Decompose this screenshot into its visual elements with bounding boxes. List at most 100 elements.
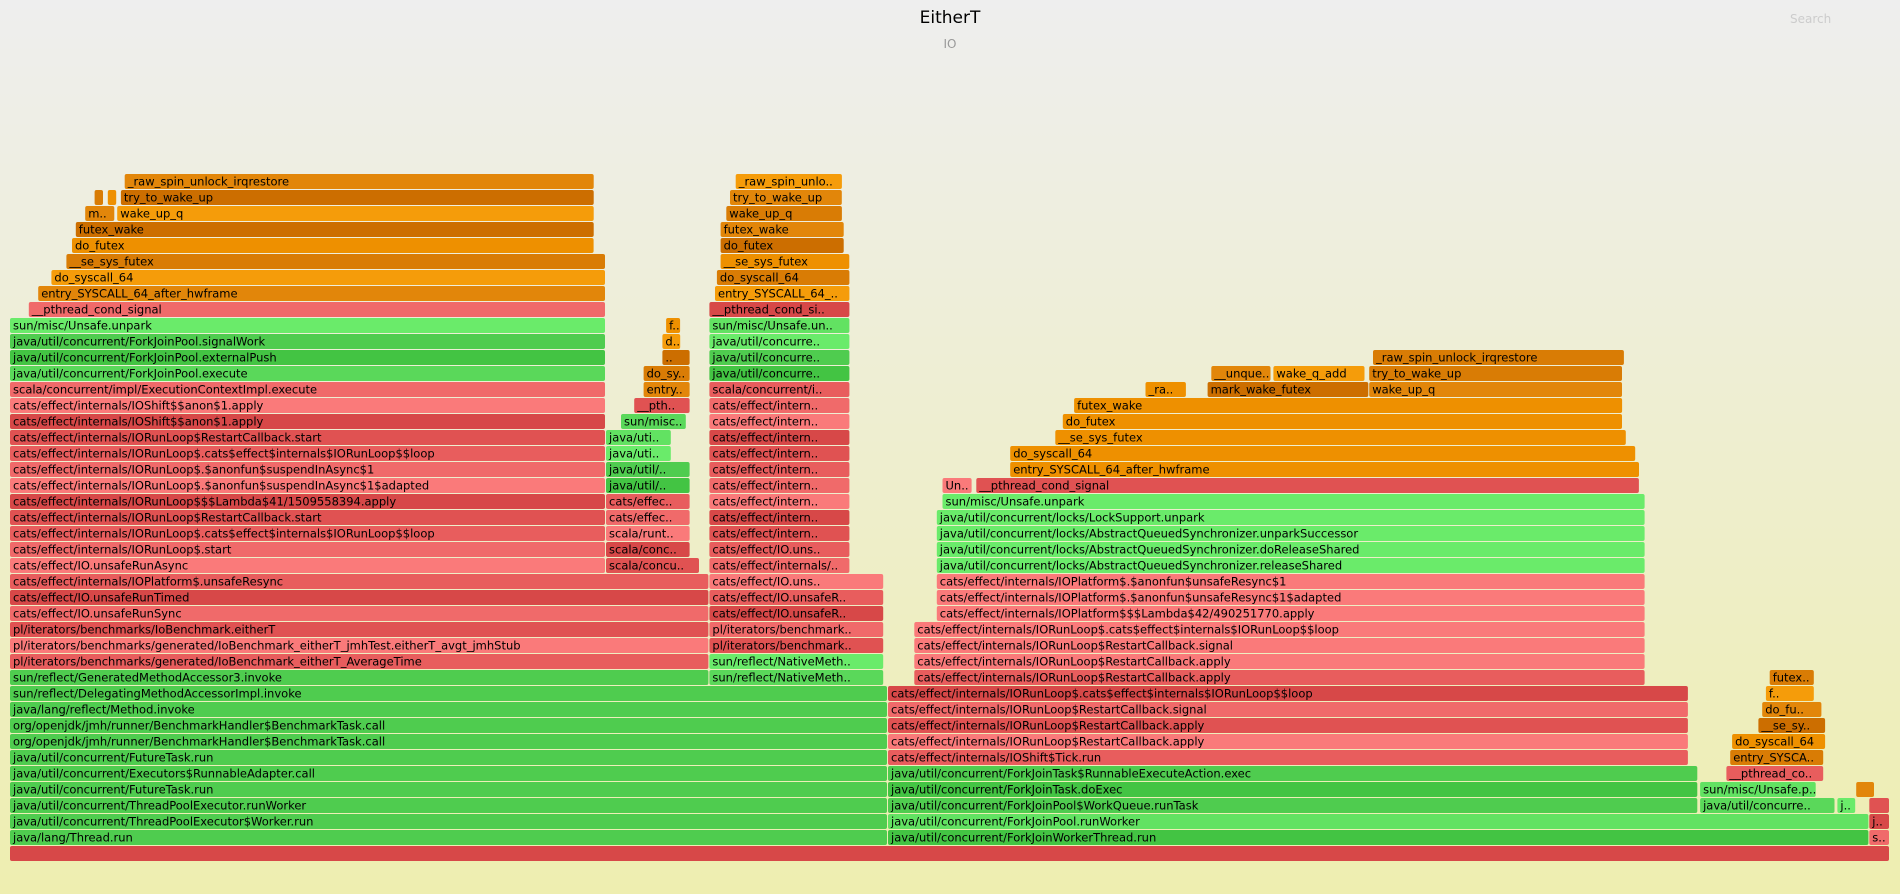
frame-133[interactable]: do_syscall_64	[1010, 446, 1636, 461]
frame-112[interactable]: __se_sy..	[1758, 718, 1826, 733]
frame-rect[interactable]	[10, 542, 605, 557]
frame-128[interactable]: java/util/concurrent/locks/LockSupport.u…	[936, 510, 1645, 525]
frame-rect[interactable]	[914, 622, 1645, 637]
frame-rect[interactable]	[888, 702, 1688, 717]
frame-111[interactable]: cats/effect/internals/IORunLoop$RestartC…	[888, 718, 1688, 733]
frame-68[interactable]: d..	[662, 334, 681, 349]
frame-4[interactable]: java/util/concurrent/FutureTask.run	[10, 782, 887, 797]
frame-rect[interactable]	[10, 334, 605, 349]
frame-38[interactable]: cats/effec..	[606, 494, 690, 509]
frame-72[interactable]: sun/misc/Unsafe.un..	[709, 318, 850, 333]
frame-rect[interactable]	[1869, 830, 1889, 845]
frame-32[interactable]: scala/runt..	[606, 526, 690, 541]
frame-rect[interactable]	[914, 654, 1645, 669]
frame-rect[interactable]	[709, 478, 850, 493]
frame-46[interactable]: cats/effect/internals/IORunLoop$.cats$ef…	[10, 446, 605, 461]
frame-2[interactable]: java/util/concurrent/ThreadPoolExecutor$…	[10, 814, 887, 829]
frame-rect[interactable]	[10, 446, 605, 461]
frame-rect[interactable]	[85, 206, 115, 221]
frame-47[interactable]: java/uti..	[606, 446, 671, 461]
frame-57[interactable]: cats/effect/intern..	[709, 398, 850, 413]
frame-37[interactable]: cats/effect/internals/IORunLoop$$$Lambda…	[10, 494, 605, 509]
frame-39[interactable]: cats/effect/intern..	[709, 494, 850, 509]
frame-52[interactable]: cats/effect/internals/IOShift$$anon$1.ap…	[10, 414, 605, 429]
frame-rect[interactable]	[10, 750, 887, 765]
frame-rect[interactable]	[10, 318, 605, 333]
frame-31[interactable]: cats/effect/internals/IORunLoop$.cats$ef…	[10, 526, 605, 541]
frame-rect[interactable]	[10, 830, 887, 845]
frame-rect[interactable]	[715, 286, 850, 301]
frame-rect[interactable]	[66, 254, 605, 269]
frame-rect[interactable]	[10, 846, 1889, 861]
frame-rect[interactable]	[709, 318, 850, 333]
frame-rect[interactable]	[709, 606, 884, 621]
frame-109[interactable]: cats/effect/internals/IORunLoop$RestartC…	[888, 734, 1688, 749]
frame-97[interactable]: j..	[1869, 814, 1889, 829]
frame-63[interactable]: java/util/concurre..	[709, 366, 850, 381]
frame-rect[interactable]	[709, 398, 850, 413]
frame-rect[interactable]	[10, 414, 605, 429]
frame-rect[interactable]	[914, 638, 1645, 653]
frame-rect[interactable]	[1145, 382, 1186, 397]
frame-rect[interactable]	[1837, 798, 1856, 813]
frame-13[interactable]: pl/iterators/benchmarks/generated/IoBenc…	[10, 654, 709, 669]
frame-143[interactable]: _raw_spin_unlock_irqrestore	[1373, 350, 1624, 365]
frame-rect[interactable]	[10, 574, 709, 589]
frame-10[interactable]: sun/reflect/DelegatingMethodAccessorImpl…	[10, 686, 887, 701]
frame-23[interactable]: cats/effect/internals/IOPlatform$.unsafe…	[10, 574, 709, 589]
frame-rect[interactable]	[936, 526, 1645, 541]
frame-119[interactable]: cats/effect/internals/IORunLoop$RestartC…	[914, 654, 1645, 669]
frame-rect[interactable]	[10, 398, 605, 413]
frame-16[interactable]: pl/iterators/benchmark..	[709, 638, 884, 653]
frame-rect[interactable]	[662, 350, 690, 365]
frame-rect[interactable]	[720, 254, 850, 269]
frame-36[interactable]: cats/effect/intern..	[709, 510, 850, 525]
frame-95[interactable]: s..	[1869, 830, 1889, 845]
frame-43[interactable]: cats/effect/internals/IORunLoop$.$anonfu…	[10, 462, 605, 477]
frame-rect[interactable]	[914, 670, 1645, 685]
frame-9[interactable]: java/lang/reflect/Method.invoke	[10, 702, 887, 717]
frame-76[interactable]: entry_SYSCALL_64_..	[715, 286, 850, 301]
frame-rect[interactable]	[942, 494, 1645, 509]
frame-rect[interactable]	[1856, 782, 1874, 797]
frame-84[interactable]: futex_wake	[720, 222, 844, 237]
frame-rect[interactable]	[1730, 750, 1824, 765]
frame-rect[interactable]	[10, 718, 887, 733]
frame-85[interactable]: m..	[85, 206, 115, 221]
frame-rect[interactable]	[716, 270, 850, 285]
frame-rect[interactable]	[28, 302, 606, 317]
frame-103[interactable]: sun/misc/Unsafe.p..	[1700, 782, 1816, 797]
frame-rect[interactable]	[117, 206, 594, 221]
frame-rect[interactable]	[888, 718, 1688, 733]
frame-rect[interactable]	[888, 750, 1688, 765]
frame-116[interactable]: f..	[1765, 686, 1814, 701]
frame-125[interactable]: java/util/concurrent/locks/AbstractQueue…	[936, 558, 1645, 573]
frame-45[interactable]: cats/effect/intern..	[709, 462, 850, 477]
frame-102[interactable]: java/util/concurrent/ForkJoinTask.doExec	[888, 782, 1698, 797]
frame-50[interactable]: java/uti..	[606, 430, 671, 445]
frame-rect[interactable]	[10, 606, 709, 621]
frame-rect[interactable]	[709, 366, 850, 381]
frame-rect[interactable]	[75, 222, 594, 237]
frame-rect[interactable]	[606, 558, 699, 573]
frame-rect[interactable]	[1055, 430, 1626, 445]
frame-rect[interactable]	[709, 542, 850, 557]
frame-75[interactable]: entry_SYSCALL_64_after_hwframe	[38, 286, 605, 301]
frame-139[interactable]: wake_up_q	[1369, 382, 1622, 397]
frame-55[interactable]: cats/effect/internals/IOShift$$anon$1.ap…	[10, 398, 605, 413]
frame-29[interactable]: scala/conc..	[606, 542, 690, 557]
frame-rect[interactable]	[709, 494, 850, 509]
frame-rect[interactable]	[1765, 686, 1814, 701]
frame-124[interactable]: cats/effect/internals/IOPlatform$.$anonf…	[936, 574, 1645, 589]
frame-rect[interactable]	[10, 766, 887, 781]
frame-rect[interactable]	[38, 286, 605, 301]
frame-rect[interactable]	[10, 462, 605, 477]
frame-rect[interactable]	[634, 398, 690, 413]
frame-rect[interactable]	[709, 654, 884, 669]
frame-66[interactable]: java/util/concurre..	[709, 350, 850, 365]
frame-110[interactable]: do_syscall_64	[1732, 734, 1826, 749]
frame-22[interactable]: cats/effect/IO.unsafeR..	[709, 590, 884, 605]
frame-77[interactable]: do_syscall_64	[51, 270, 605, 285]
frame-rect[interactable]	[1273, 366, 1365, 381]
frame-142[interactable]: try_to_wake_up	[1369, 366, 1622, 381]
